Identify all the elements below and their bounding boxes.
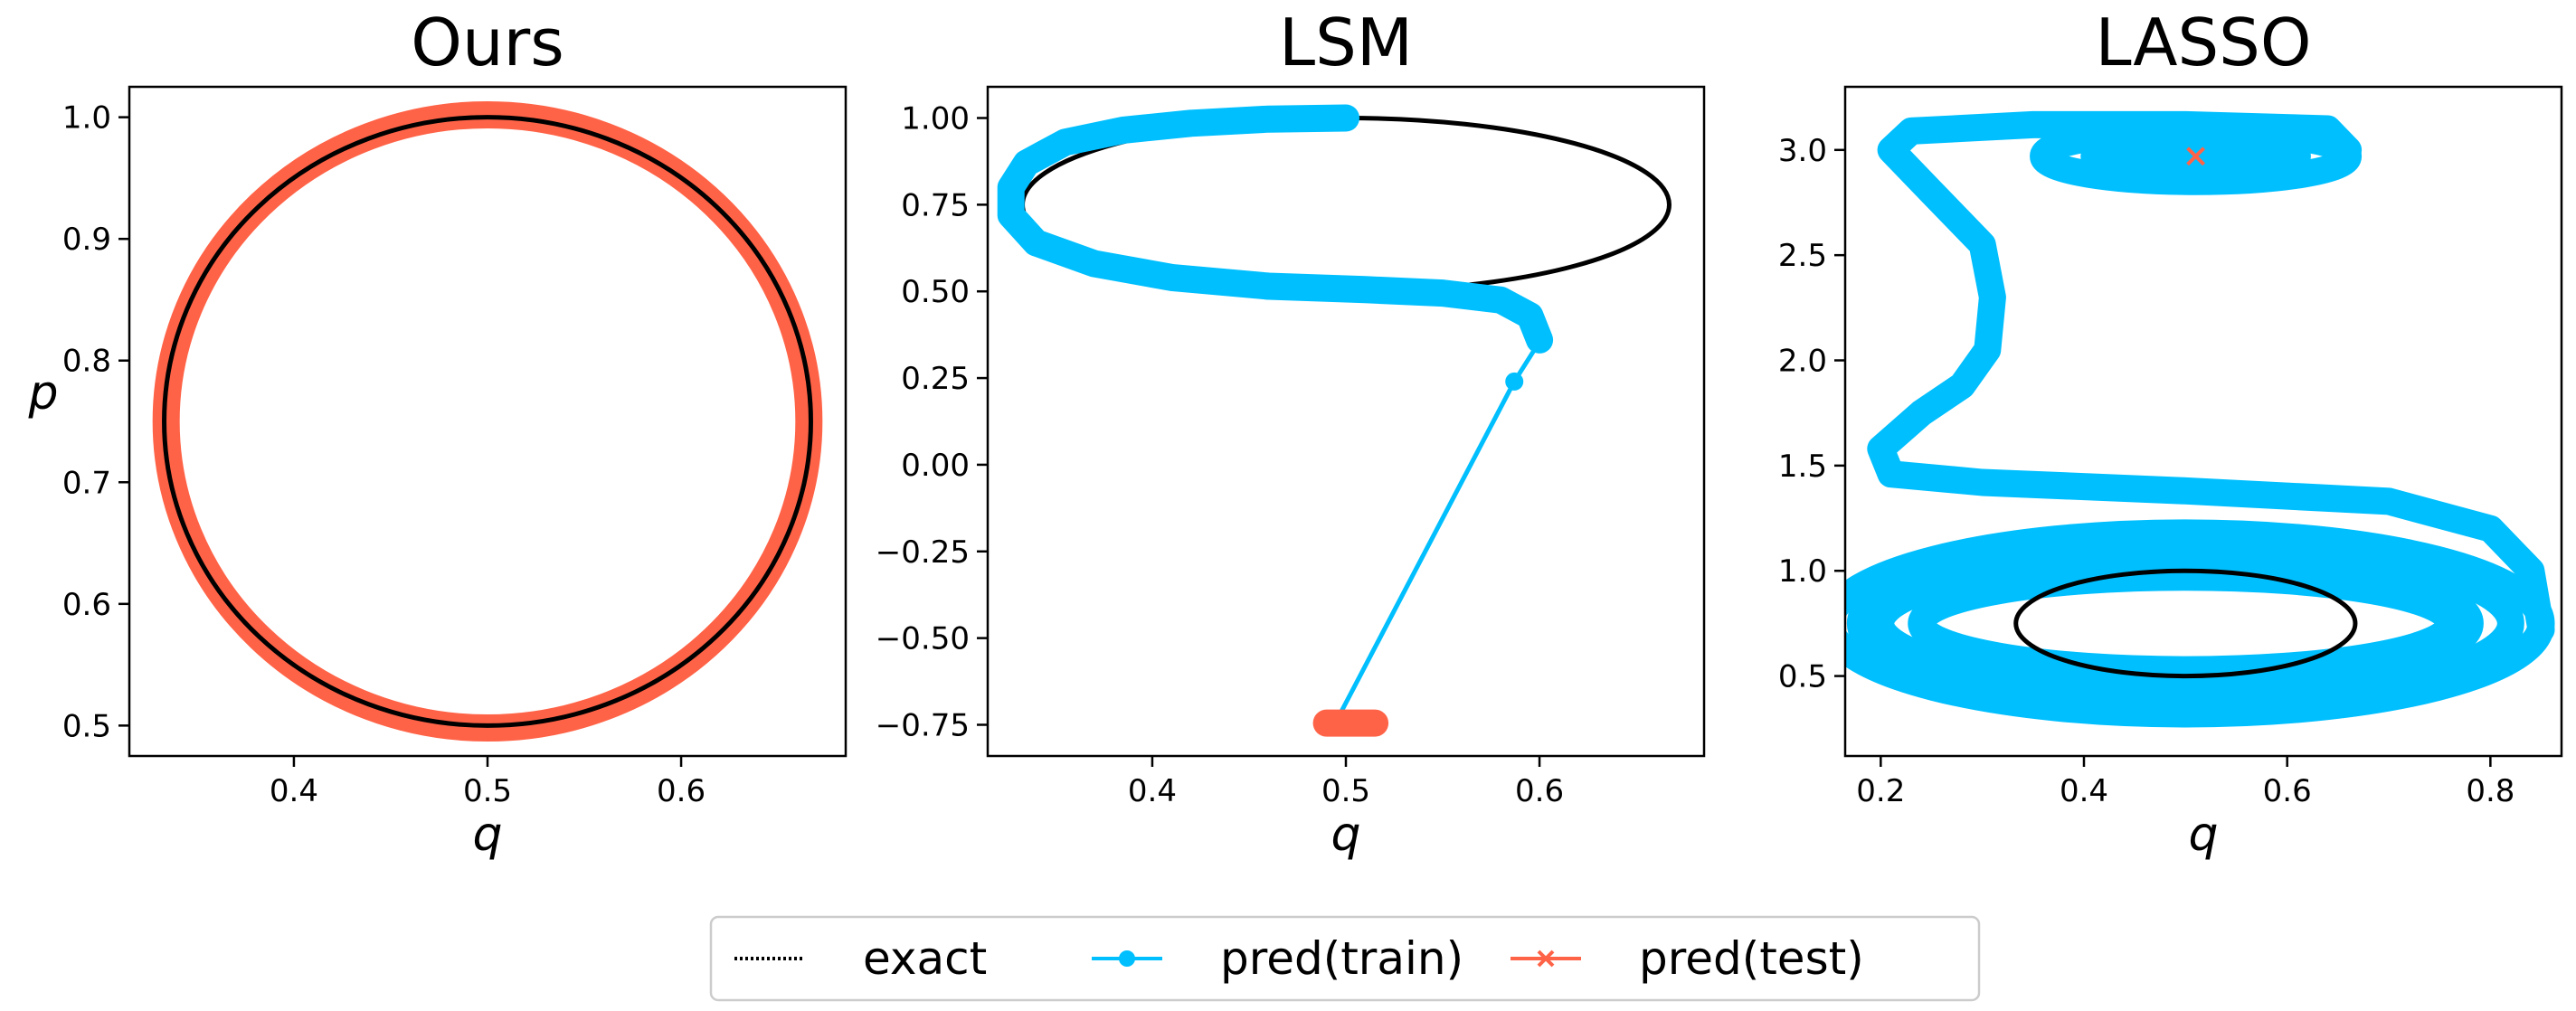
x-axis-label: q [1331, 808, 1360, 862]
y-tick-label: 0.25 [901, 361, 970, 397]
panel-lasso: 0.2 0.4 0.6 0.8 0.5 1.0 1.5 2.0 2.5 3.0 LASSO q [1778, 5, 2563, 862]
marker-x [2186, 146, 2205, 166]
x-tick-label: 0.6 [657, 773, 706, 809]
y-tick-label: 1.0 [62, 100, 111, 137]
y-tick-label: 0.00 [901, 448, 970, 484]
series-pred-train-3 [1908, 563, 2464, 684]
series-pred-train-6 [2131, 135, 2260, 177]
y-tick-label: 1.00 [901, 101, 970, 137]
series-pred-train-3 [1333, 339, 1542, 724]
plot-frame [128, 85, 848, 758]
x-axis-label: q [2188, 808, 2218, 862]
y-tick-label: 2.0 [1778, 344, 1827, 380]
y-tick-label: 0.5 [62, 708, 111, 744]
y-tick-label: −0.75 [876, 707, 970, 743]
y-tick-label: 0.9 [62, 222, 111, 258]
y-axis-label: p [27, 366, 58, 420]
series-pred-train-1 [997, 104, 1554, 354]
plot-area [1845, 110, 2555, 728]
legend-label: pred(test) [1639, 932, 1864, 985]
x-axis-label: q [472, 808, 502, 862]
series-exact-1 [162, 115, 813, 728]
y-tick-label: 1.0 [1778, 553, 1827, 590]
plot-area [997, 104, 1672, 737]
legend-entry: exact [734, 932, 987, 985]
x-tick-label: 0.5 [1321, 773, 1370, 809]
series-pred-train-1 [1846, 532, 2524, 715]
series-pred-train-2 [1867, 546, 2484, 701]
y-tick-label: 2.5 [1778, 238, 1827, 274]
plot-area [152, 100, 823, 742]
x-tick-label: 0.4 [2060, 773, 2108, 809]
x-tick-label: 0.4 [270, 773, 318, 809]
panel-ours: 0.4 0.5 0.6 0.5 0.6 0.7 0.8 0.9 1.0 Ours q p [27, 5, 848, 862]
y-tick-label: 0.7 [62, 465, 111, 501]
y-tick-label: 0.50 [901, 274, 970, 310]
x-tick-label: 0.5 [463, 773, 512, 809]
series-pred-train-7 [1867, 110, 2555, 644]
y-tick-label: −0.25 [876, 534, 970, 571]
panel-title: LSM [1279, 5, 1413, 80]
x-tick-label: 0.6 [2263, 773, 2312, 809]
panel-title: LASSO [2095, 5, 2311, 80]
y-tick-label: 1.5 [1778, 449, 1827, 485]
series-exact-8 [2013, 568, 2358, 679]
y-tick-label: 0.75 [901, 187, 970, 223]
panel-lsm: 0.4 0.5 0.6 −0.75 −0.50 −0.25 0.00 0.25 0.50 0.75… [876, 5, 1706, 862]
legend-marker [1537, 950, 1555, 968]
y-tick-label: 0.5 [1778, 659, 1827, 695]
legend: exact pred(train) pred(test) [709, 915, 1981, 1002]
plot-frame [1843, 85, 2563, 758]
y-tick-label: −0.50 [876, 621, 970, 657]
x-tick-label: 0.4 [1128, 773, 1177, 809]
y-tick-label: 0.8 [62, 344, 111, 380]
legend-entry: pred(train) [1092, 932, 1463, 985]
legend-label: pred(train) [1220, 932, 1463, 985]
x-tick-label: 0.2 [1856, 773, 1905, 809]
x-tick-label: 0.8 [2466, 773, 2514, 809]
legend-entry: pred(test) [1511, 932, 1864, 985]
plot-frame [986, 85, 1706, 758]
legend-box [709, 915, 1981, 1002]
y-tick-label: 0.6 [62, 587, 111, 623]
x-tick-label: 0.6 [1515, 773, 1564, 809]
panel-title: Ours [411, 5, 564, 80]
y-tick-label: 3.0 [1778, 133, 1827, 169]
legend-marker [1119, 950, 1135, 967]
legend-label: exact [863, 932, 987, 985]
series-pred-test-0 [152, 100, 823, 742]
